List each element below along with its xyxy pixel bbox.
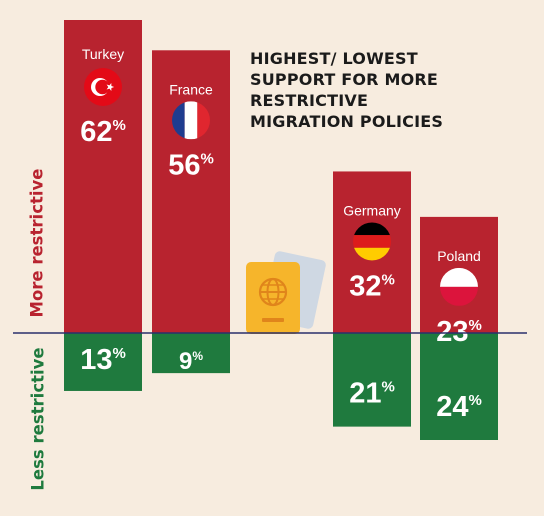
chart-title-line: RESTRICTIVE [250, 91, 369, 110]
more-restrictive-value: 56% [168, 149, 214, 181]
more-restrictive-value: 23% [436, 316, 482, 348]
country-label: Turkey [82, 46, 124, 62]
less-restrictive-value: 21% [349, 378, 395, 410]
less-restrictive-bar [333, 333, 411, 427]
less-restrictive-value: 9% [179, 348, 203, 375]
less-restrictive-value: 24% [436, 391, 482, 423]
more-restrictive-value: 62% [80, 116, 126, 148]
chart-title: HIGHEST/ LOWEST SUPPORT FOR MORE RESTRIC… [250, 48, 443, 132]
poland-flag-icon [440, 267, 478, 306]
chart-title-line: MIGRATION POLICIES [250, 112, 444, 131]
more-restrictive-value: 32% [349, 270, 395, 302]
less-restrictive-bar [152, 333, 230, 374]
country-label: Poland [437, 248, 481, 264]
france-flag-icon [172, 101, 210, 140]
germany-flag-icon [353, 222, 391, 261]
more-restrictive-bar [64, 20, 142, 333]
chart-title-line: HIGHEST/ LOWEST [250, 49, 418, 68]
less-restrictive-axis-label: Less restrictive [28, 347, 48, 491]
passport-icon [246, 251, 326, 334]
country-label: France [169, 81, 213, 97]
less-restrictive-bar [64, 333, 142, 391]
turkey-flag-icon [84, 68, 122, 106]
more-restrictive-axis-label: More restrictive [27, 168, 47, 318]
more-restrictive-bar [152, 50, 230, 334]
less-restrictive-bar [420, 333, 498, 440]
country-label: Germany [343, 202, 401, 218]
chart-title-line: SUPPORT FOR MORE [250, 70, 439, 89]
less-restrictive-value: 13% [80, 344, 126, 376]
